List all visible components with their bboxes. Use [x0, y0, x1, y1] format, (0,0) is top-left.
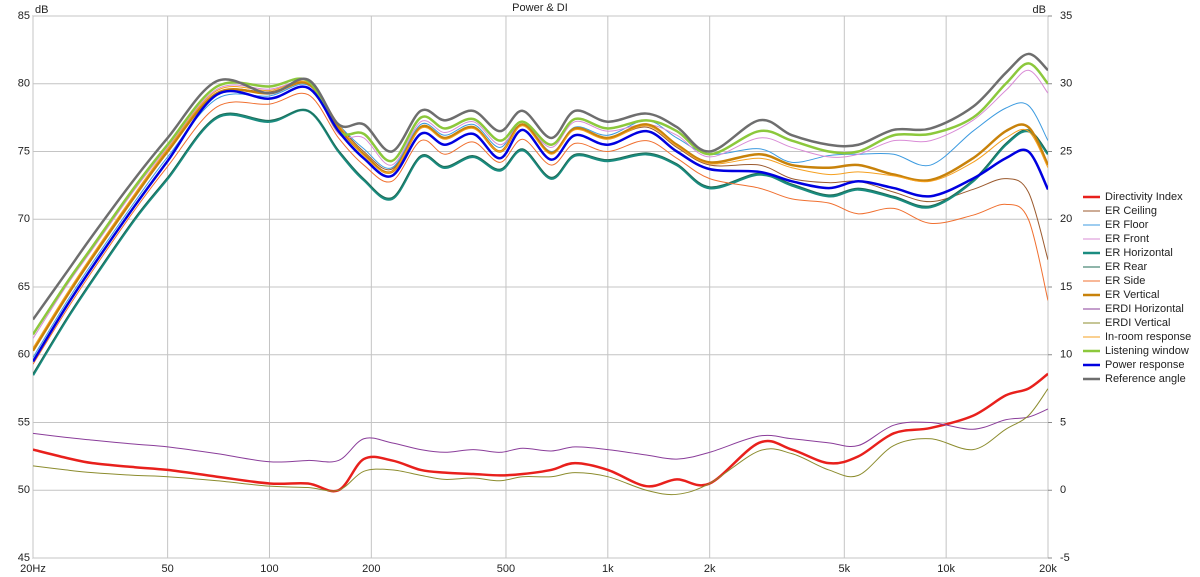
legend-label: In-room response: [1105, 331, 1191, 343]
y-tick-label: 85: [18, 10, 30, 22]
y-tick-label: 70: [18, 213, 30, 225]
y2-tick-label: 25: [1060, 145, 1072, 157]
legend-label: ER Horizontal: [1105, 247, 1173, 259]
legend-label: ER Rear: [1105, 261, 1148, 273]
y-tick-label: 50: [18, 484, 30, 496]
series-line: [33, 109, 1048, 374]
series-line: [33, 92, 1048, 365]
y-tick-label: 60: [18, 349, 30, 361]
series-line: [33, 372, 1048, 493]
x-tick-label: 5k: [838, 563, 850, 575]
series-line: [33, 85, 1048, 363]
legend-label: ER Vertical: [1105, 289, 1159, 301]
y2-tick-label: 30: [1060, 78, 1072, 90]
y-tick-label: 45: [18, 552, 30, 564]
x-tick-label: 20k: [1039, 563, 1057, 575]
legend-label: ER Front: [1105, 233, 1149, 245]
x-tick-label: 10k: [937, 563, 955, 575]
legend-label: Directivity Index: [1105, 191, 1183, 203]
y2-tick-label: -5: [1060, 552, 1070, 564]
y-tick-label: 65: [18, 281, 30, 293]
legend-label: ERDI Vertical: [1105, 317, 1170, 329]
series-line: [33, 408, 1048, 463]
x-tick-label: 1k: [602, 563, 614, 575]
x-tick-label: 50: [162, 563, 174, 575]
y2-tick-label: 5: [1060, 416, 1066, 428]
y-tick-label: 55: [18, 416, 30, 428]
y2-tick-label: 20: [1060, 213, 1072, 225]
series-line: [33, 108, 1048, 376]
legend-label: ER Floor: [1105, 219, 1149, 231]
legend-label: Listening window: [1105, 345, 1189, 357]
y-tick-label: 75: [18, 145, 30, 157]
x-tick-label: 20Hz: [20, 563, 46, 575]
legend-label: ER Ceiling: [1105, 205, 1157, 217]
series-line: [33, 80, 1048, 349]
y2-tick-label: 15: [1060, 281, 1072, 293]
y2-axis-label: dB: [1033, 4, 1046, 16]
series-line: [33, 388, 1048, 496]
y2-tick-label: 0: [1060, 484, 1066, 496]
y2-tick-label: 10: [1060, 349, 1072, 361]
legend-label: Reference angle: [1105, 373, 1186, 385]
legend-label: ERDI Horizontal: [1105, 303, 1184, 315]
chart-title: Power & DI: [512, 2, 568, 14]
legend-label: ER Side: [1105, 275, 1145, 287]
y2-tick-label: 35: [1060, 10, 1072, 22]
series-line: [33, 52, 1048, 321]
x-tick-label: 500: [497, 563, 515, 575]
legend-label: Power response: [1105, 359, 1185, 371]
y-axis-label: dB: [35, 4, 48, 16]
x-tick-label: 2k: [704, 563, 716, 575]
x-tick-label: 100: [260, 563, 278, 575]
series-line: [33, 62, 1048, 336]
x-tick-label: 200: [362, 563, 380, 575]
y-tick-label: 80: [18, 78, 30, 90]
